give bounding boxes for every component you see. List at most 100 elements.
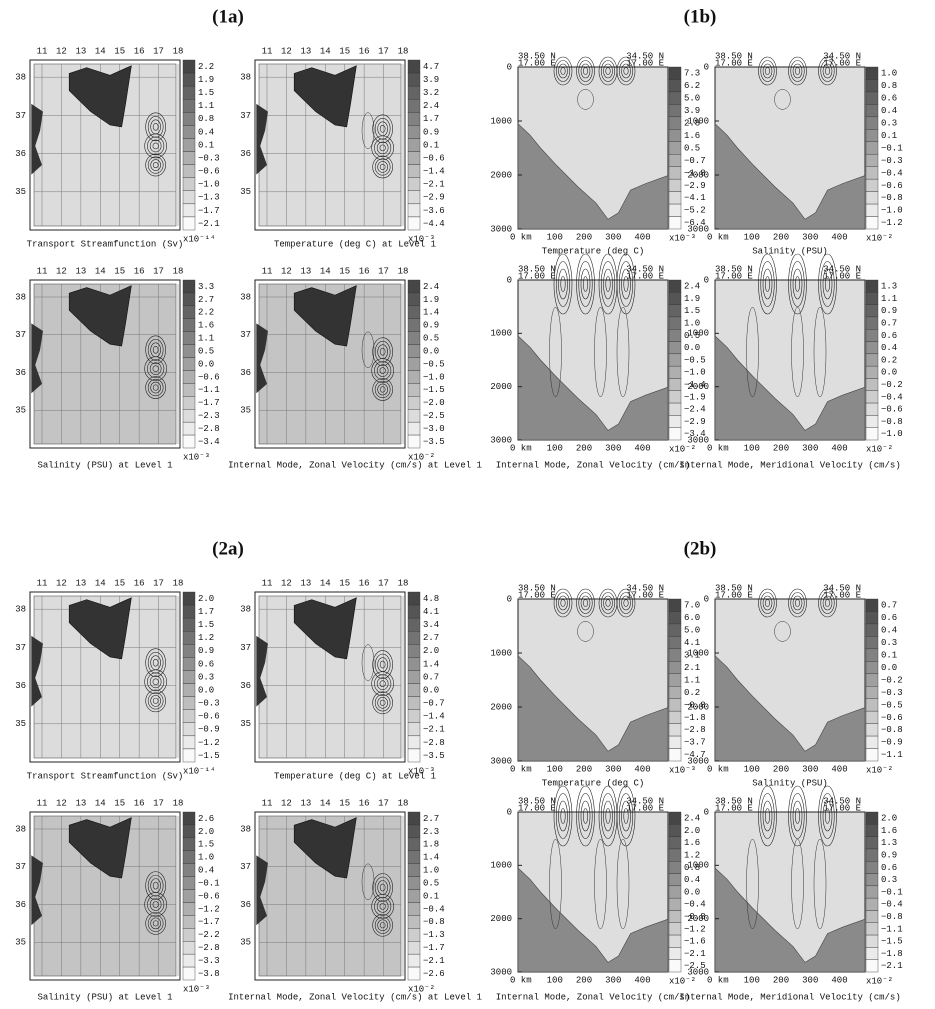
contour [553,253,573,315]
colorbar-label: −3.6 [423,206,445,216]
colorbar-label: −4.4 [423,219,445,229]
colorbar-cell [865,710,879,724]
contour [560,276,566,292]
colorbar-label: −0.8 [684,700,706,710]
lat-tick-label: 35 [240,406,251,416]
colorbar-label: 2.7 [423,814,439,824]
lon-tick-label: 12 [281,798,292,808]
lat-tick-label: 35 [240,187,251,197]
contour [379,124,386,133]
contour [577,621,594,642]
contour [762,595,773,611]
lat-tick-label: 35 [240,938,251,948]
colorbar-cell [407,125,421,139]
colorbar-cell [182,318,196,332]
colorbar-label: 1.0 [423,866,439,876]
colorbar-cell [668,191,682,205]
colorbar-label: −3.3 [198,956,220,966]
lon-tick-label: 14 [95,266,106,276]
colorbar-label: 2.4 [684,282,700,292]
colorbar-label: 3.3 [198,282,214,292]
contour [149,362,162,376]
colorbar-cell [865,79,879,93]
colorbar-cell [182,216,196,231]
contour [152,920,159,927]
colorbar-cell [865,178,879,192]
colorbar-label: 6.0 [684,613,700,623]
colorbar-label: 6.2 [684,81,700,91]
colorbar-label: −0.3 [881,156,903,166]
colorbar-label: −2.8 [198,424,220,434]
colorbar-label: −0.1 [198,878,220,888]
colorbar-cell [182,279,196,294]
lon-tick-label: 17 [378,266,389,276]
colorbar-cell [182,138,196,152]
contour [549,838,562,930]
colorbar-label: −3.4 [198,437,220,447]
contour [374,361,392,380]
lat-tick-label: 37 [15,643,26,653]
colorbar-label: 1.9 [684,294,700,304]
colorbar-label: −2.1 [423,725,445,735]
colorbar-label: 0.6 [881,331,897,341]
depth-tick-label: 2000 [687,914,709,924]
colorbar-cell [668,279,682,293]
contour [760,793,775,839]
lon-tick-label: 13 [300,798,311,808]
contour [794,808,801,824]
colorbar-scale: x10⁻² [408,452,435,462]
contour [762,63,773,79]
contour [790,592,805,614]
contour [147,379,164,397]
section-start: 17.00 E [715,803,753,813]
colorbar-cell [182,99,196,113]
colorbar-scale: x10⁻² [408,984,435,994]
contour [790,261,805,307]
colorbar-cell [407,824,421,839]
colorbar-label: 1.4 [423,308,439,318]
contour [147,914,164,932]
colorbar-label: −0.9 [881,738,903,748]
section-end: 17.00 E [626,803,664,813]
contour [616,56,636,86]
lon-tick-label: 17 [153,798,164,808]
colorbar-label: 0.7 [881,318,897,328]
section-start: 38.50 N [518,796,556,806]
contour [371,671,394,696]
colorbar-label: 1.1 [881,294,897,304]
colorbar-label: 0.4 [684,875,700,885]
depth-tick-label: 3000 [687,435,709,445]
colorbar-cell [865,316,879,330]
colorbar-cell [182,631,196,645]
lon-tick-label: 15 [339,798,350,808]
depth-tick-label: 3000 [490,756,512,766]
colorbar-cell [407,138,421,152]
contour [145,912,166,935]
colorbar-label: −0.3 [198,153,220,163]
colorbar-label: −1.5 [198,751,220,761]
section-start: 17.00 E [715,58,753,68]
colorbar-label: −1.2 [684,924,706,934]
lat-tick-label: 37 [15,330,26,340]
colorbar-label: −0.2 [881,675,903,685]
contour [758,588,777,618]
contour [152,365,159,373]
contour [600,60,616,82]
distance-tick-label: 0 km [510,975,532,985]
colorbar-cell [668,427,682,441]
contour [147,874,164,897]
colorbar-label: 0.1 [423,140,439,150]
colorbar-label: 0.9 [423,321,439,331]
colorbar-cell [865,848,879,862]
colorbar-cell [668,216,682,230]
colorbar-label: 1.5 [198,88,214,98]
colorbar-cell [407,722,421,737]
colorbar-cell [182,396,196,410]
colorbar-label: 2.7 [198,295,214,305]
colorbar-cell [407,421,421,436]
colorbar-cell [407,928,421,942]
colorbar-cell [865,390,879,404]
lon-tick-label: 18 [398,266,409,276]
lon-tick-label: 13 [300,578,311,588]
contour [152,346,159,354]
